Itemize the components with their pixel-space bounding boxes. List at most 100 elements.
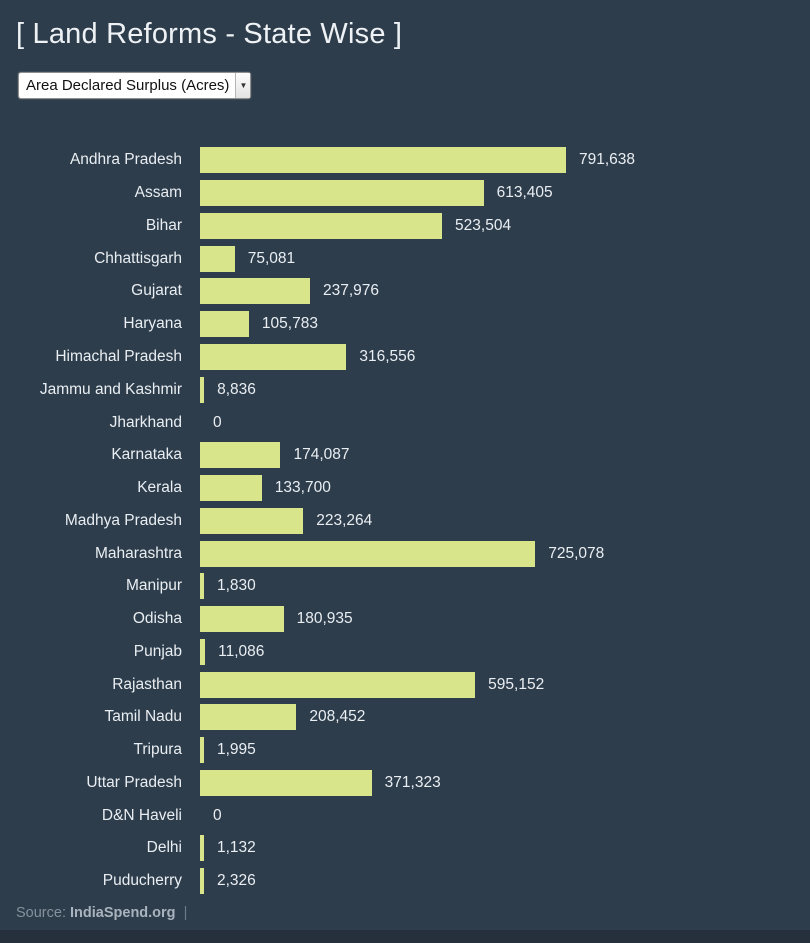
bar[interactable] xyxy=(200,704,297,731)
bar-track: 316,556 xyxy=(200,343,416,370)
bar-row: Andhra Pradesh 791,638 xyxy=(0,144,810,177)
bar[interactable] xyxy=(200,573,204,600)
bar[interactable] xyxy=(200,475,262,502)
value-label: 2,326 xyxy=(217,872,256,890)
value-label: 180,935 xyxy=(296,610,353,628)
value-label: 791,638 xyxy=(579,151,636,169)
value-label: 105,783 xyxy=(261,315,318,333)
bar-track: 1,132 xyxy=(200,835,256,862)
source-link[interactable]: IndiaSpend.org xyxy=(70,905,176,921)
bar-row: Rajasthan 595,152 xyxy=(0,668,810,701)
bar-row: Odisha 180,935 xyxy=(0,603,810,636)
value-label: 0 xyxy=(213,806,222,824)
bar-track: 105,783 xyxy=(200,311,318,338)
value-label: 8,836 xyxy=(217,380,256,398)
state-label: Bihar xyxy=(145,216,182,234)
bar-row: Karnataka 174,087 xyxy=(0,439,810,472)
bottom-strip xyxy=(0,930,810,943)
bar-row: Assam 613,405 xyxy=(0,177,810,210)
bar[interactable] xyxy=(200,868,204,895)
bar[interactable] xyxy=(200,343,347,370)
bar-row: Maharashtra 725,078 xyxy=(0,537,810,570)
state-label: Jammu and Kashmir xyxy=(39,380,182,398)
state-label: Karnataka xyxy=(111,446,182,464)
bar-row: Himachal Pradesh 316,556 xyxy=(0,341,810,374)
bar-row: Puducherry 2,326 xyxy=(0,865,810,898)
state-label: Punjab xyxy=(133,642,182,660)
bar-row: D&N Haveli 0 xyxy=(0,799,810,832)
bar[interactable] xyxy=(200,147,566,174)
chevron-down-icon: ▼ xyxy=(235,73,251,98)
state-label: Jharkhand xyxy=(109,413,182,431)
bar[interactable] xyxy=(200,311,249,338)
state-label: Gujarat xyxy=(131,282,182,300)
bar-track: 1,830 xyxy=(200,573,256,600)
state-label: Rajasthan xyxy=(112,675,182,693)
metric-select-value: Area Declared Surplus (Acres) xyxy=(26,77,230,94)
page-title: [ Land Reforms - State Wise ] xyxy=(16,18,403,50)
bar-row: Madhya Pradesh 223,264 xyxy=(0,504,810,537)
bar-track: 223,264 xyxy=(200,507,373,534)
bar-row: Delhi 1,132 xyxy=(0,832,810,865)
bar[interactable] xyxy=(200,278,311,305)
bar[interactable] xyxy=(200,180,484,207)
bar[interactable] xyxy=(200,737,204,764)
state-label: Puducherry xyxy=(102,872,182,890)
bar[interactable] xyxy=(200,212,443,239)
bar-row: Uttar Pradesh 371,323 xyxy=(0,767,810,800)
value-label: 1,995 xyxy=(217,741,256,759)
bar-track: 174,087 xyxy=(200,442,350,469)
state-label: Haryana xyxy=(123,315,182,333)
bar-rows: Andhra Pradesh 791,638 Assam 613,405 Bih… xyxy=(0,144,810,898)
state-label: Delhi xyxy=(146,839,182,857)
state-label: Tripura xyxy=(133,741,182,759)
bar-row: Tripura 1,995 xyxy=(0,734,810,767)
bar-row: Jammu and Kashmir 8,836 xyxy=(0,373,810,406)
bar[interactable] xyxy=(200,540,536,567)
state-label: D&N Haveli xyxy=(101,806,182,824)
bar[interactable] xyxy=(200,442,281,469)
state-label: Chhattisgarh xyxy=(94,249,182,267)
bar-row: Bihar 523,504 xyxy=(0,210,810,243)
value-label: 1,830 xyxy=(217,577,256,595)
bar-track: 595,152 xyxy=(200,671,545,698)
bar-row: Gujarat 237,976 xyxy=(0,275,810,308)
metric-select[interactable]: Area Declared Surplus (Acres) ▼ xyxy=(18,72,252,99)
value-label: 0 xyxy=(213,413,222,431)
bar-track: 0 xyxy=(200,807,222,825)
bar[interactable] xyxy=(200,507,304,534)
bar-row: Punjab 11,086 xyxy=(0,635,810,668)
bar[interactable] xyxy=(200,835,204,862)
bar[interactable] xyxy=(200,376,205,403)
value-label: 223,264 xyxy=(316,511,373,529)
bar-track: 523,504 xyxy=(200,212,512,239)
bar[interactable] xyxy=(200,606,284,633)
source-divider: | xyxy=(183,905,188,921)
value-label: 613,405 xyxy=(496,184,553,202)
bar[interactable] xyxy=(200,245,235,272)
bar-track: 1,995 xyxy=(200,737,256,764)
bar-track: 11,086 xyxy=(200,638,265,665)
state-label: Himachal Pradesh xyxy=(55,347,182,365)
value-label: 316,556 xyxy=(359,347,416,365)
value-label: 133,700 xyxy=(274,479,331,497)
bar-chart: Andhra Pradesh 791,638 Assam 613,405 Bih… xyxy=(0,144,810,898)
value-label: 595,152 xyxy=(488,675,545,693)
value-label: 725,078 xyxy=(548,544,605,562)
bar-track: 208,452 xyxy=(200,704,365,731)
state-label: Assam xyxy=(134,184,182,202)
state-label: Madhya Pradesh xyxy=(64,511,182,529)
bar-track: 8,836 xyxy=(200,376,256,403)
bar-track: 371,323 xyxy=(200,769,441,796)
bar[interactable] xyxy=(200,671,476,698)
bar-row: Manipur 1,830 xyxy=(0,570,810,603)
bar-track: 75,081 xyxy=(200,245,296,272)
value-label: 75,081 xyxy=(247,249,296,267)
bar[interactable] xyxy=(200,769,372,796)
bar[interactable] xyxy=(200,638,206,665)
value-label: 11,086 xyxy=(218,642,265,660)
value-label: 1,132 xyxy=(217,839,256,857)
value-label: 523,504 xyxy=(455,216,512,234)
state-label: Maharashtra xyxy=(94,544,182,562)
bar-track: 237,976 xyxy=(200,278,379,305)
